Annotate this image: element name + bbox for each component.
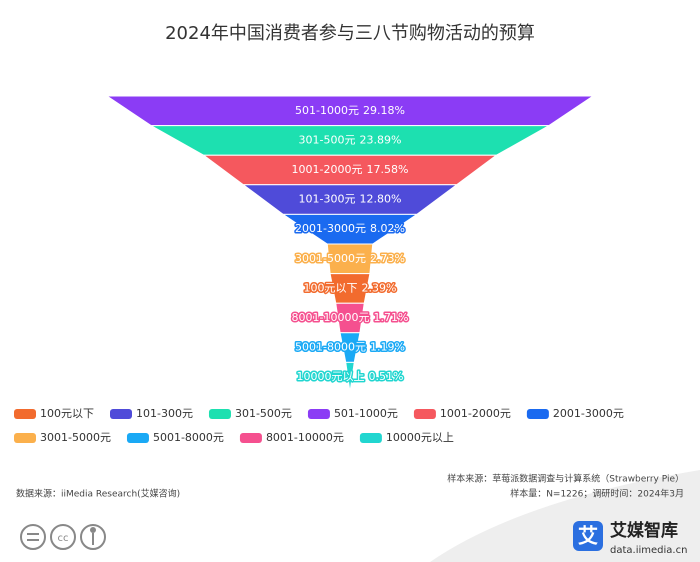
segment-label: 10000元以上 0.51% [297, 370, 404, 383]
legend-label: 100元以下 [40, 407, 94, 420]
legend-label: 1001-2000元 [440, 407, 511, 420]
segment-value: 2.73% [370, 252, 405, 265]
legend-swatch [359, 433, 382, 443]
segment-category: 3001-5000元 [295, 252, 366, 265]
segment-category: 1001-2000元 [292, 163, 363, 176]
sample-size: 样本量：N=1226；调研时间：2024年3月 [510, 488, 684, 500]
segment-category: 501-1000元 [295, 104, 359, 117]
legend-label: 301-500元 [235, 407, 292, 420]
brand: 艾媒智库 [610, 520, 678, 541]
segment-value: 2.39% [362, 281, 397, 294]
chart-title: 2024年中国消费者参与三八节购物活动的预算 [165, 23, 535, 44]
segment-value: 23.89% [360, 133, 402, 146]
legend-label: 8001-10000元 [266, 431, 344, 444]
segment-label: 100元以下 2.39% [304, 281, 397, 294]
segment-label: 5001-8000元 1.19% [295, 341, 405, 354]
legend-swatch [307, 409, 330, 419]
legend-swatch [14, 409, 36, 419]
legend-label: 501-1000元 [334, 407, 398, 420]
segment-label: 501-1000元 29.18% [295, 104, 405, 117]
legend-swatch [14, 433, 36, 443]
legend-swatch [526, 409, 549, 419]
legend-swatch [126, 433, 149, 443]
segment-category: 101-300元 [299, 193, 356, 206]
segment-category: 10000元以上 [297, 370, 365, 383]
logo-box [573, 521, 603, 551]
legend-label: 10000元以上 [386, 431, 454, 444]
segment-label: 2001-3000元 8.02% [295, 222, 405, 235]
data-source: 数据来源：iiMedia Research(艾媒咨询) [16, 488, 180, 500]
svg-text:cc: cc [58, 533, 69, 544]
segment-label: 301-500元 23.89% [299, 133, 402, 146]
logo-char: 艾 [578, 524, 598, 548]
segment-value: 17.58% [367, 163, 409, 176]
background-swoosh [430, 470, 700, 562]
segment-label: 1001-2000元 17.58% [292, 163, 409, 176]
brand-url: data.iimedia.cn [610, 545, 687, 556]
segment-category: 5001-8000元 [295, 341, 366, 354]
sample-source: 样本来源：草莓派数据调查与计算系统（Strawberry Pie） [447, 473, 684, 485]
legend-swatch [239, 433, 262, 443]
legend-label: 5001-8000元 [153, 431, 224, 444]
segment-value: 0.51% [369, 370, 404, 383]
legend-label: 101-300元 [136, 407, 193, 420]
license-icons: cc [20, 524, 106, 550]
legend-swatch [208, 409, 231, 419]
segment-category: 8001-10000元 [292, 311, 370, 324]
segment-value: 29.18% [363, 104, 405, 117]
segment-category: 301-500元 [299, 133, 356, 146]
funnel-segment [345, 361, 355, 393]
segment-category: 100元以下 [304, 281, 358, 294]
segment-value: 1.71% [374, 311, 409, 324]
legend-label: 3001-5000元 [40, 431, 111, 444]
legend-swatch [413, 409, 436, 419]
legend-swatch [110, 409, 132, 419]
segment-label: 8001-10000元 1.71% [292, 311, 409, 324]
segment-label: 101-300元 12.80% [299, 193, 402, 206]
legend-label: 2001-3000元 [553, 407, 624, 420]
segment-value: 12.80% [360, 193, 402, 206]
segment-category: 2001-3000元 [295, 222, 366, 235]
segment-value: 8.02% [370, 222, 405, 235]
segment-label: 3001-5000元 2.73% [295, 252, 405, 265]
segment-value: 1.19% [370, 341, 405, 354]
